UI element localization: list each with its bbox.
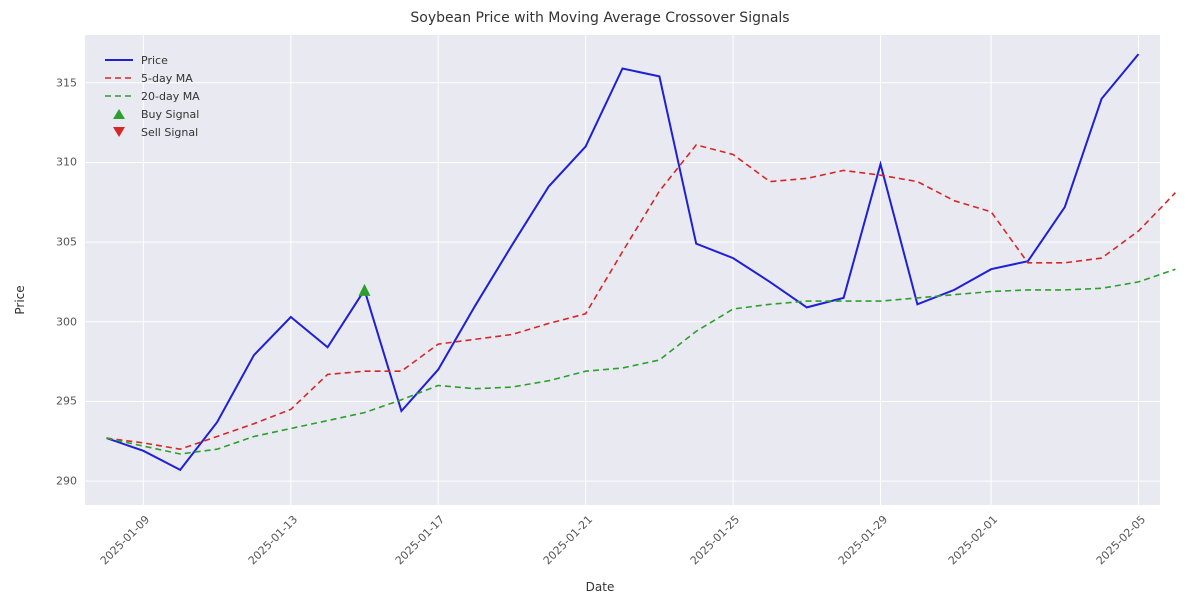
- y-tick-label: 315: [27, 76, 77, 89]
- legend-item-ma5: 5-day MA: [105, 69, 200, 87]
- x-tick-label: 2025-01-29: [835, 513, 889, 567]
- buy-signal-icon: [105, 107, 133, 121]
- x-axis-label: Date: [586, 580, 615, 594]
- legend-label: 20-day MA: [141, 90, 200, 103]
- y-tick-label: 290: [27, 475, 77, 488]
- x-tick-label: 2025-01-17: [393, 513, 447, 567]
- y-tick-label: 300: [27, 315, 77, 328]
- plot-svg: [85, 35, 1160, 505]
- legend-item-sell: Sell Signal: [105, 123, 200, 141]
- y-tick-label: 295: [27, 395, 77, 408]
- legend-label: 5-day MA: [141, 72, 193, 85]
- legend-item-ma20: 20-day MA: [105, 87, 200, 105]
- chart-title: Soybean Price with Moving Average Crosso…: [0, 10, 1200, 26]
- x-tick-label: 2025-01-25: [688, 513, 742, 567]
- x-tick-label: 2025-02-05: [1093, 513, 1147, 567]
- legend-label: Sell Signal: [141, 126, 198, 139]
- y-tick-label: 310: [27, 156, 77, 169]
- sell-signal-icon: [105, 125, 133, 139]
- x-tick-label: 2025-02-01: [946, 513, 1000, 567]
- legend-label: Price: [141, 54, 168, 67]
- x-tick-label: 2025-01-09: [98, 513, 152, 567]
- y-axis-label: Price: [13, 285, 27, 314]
- plot-area: Price 5-day MA 20-day MA Buy Signal: [85, 35, 1160, 505]
- legend-label: Buy Signal: [141, 108, 199, 121]
- legend-swatch-price: [105, 53, 133, 67]
- x-tick-label: 2025-01-21: [540, 513, 594, 567]
- legend: Price 5-day MA 20-day MA Buy Signal: [97, 47, 208, 145]
- y-tick-label: 305: [27, 236, 77, 249]
- legend-swatch-ma20: [105, 89, 133, 103]
- figure: Soybean Price with Moving Average Crosso…: [0, 0, 1200, 600]
- legend-item-buy: Buy Signal: [105, 105, 200, 123]
- legend-item-price: Price: [105, 51, 200, 69]
- legend-swatch-ma5: [105, 71, 133, 85]
- x-tick-label: 2025-01-13: [246, 513, 300, 567]
